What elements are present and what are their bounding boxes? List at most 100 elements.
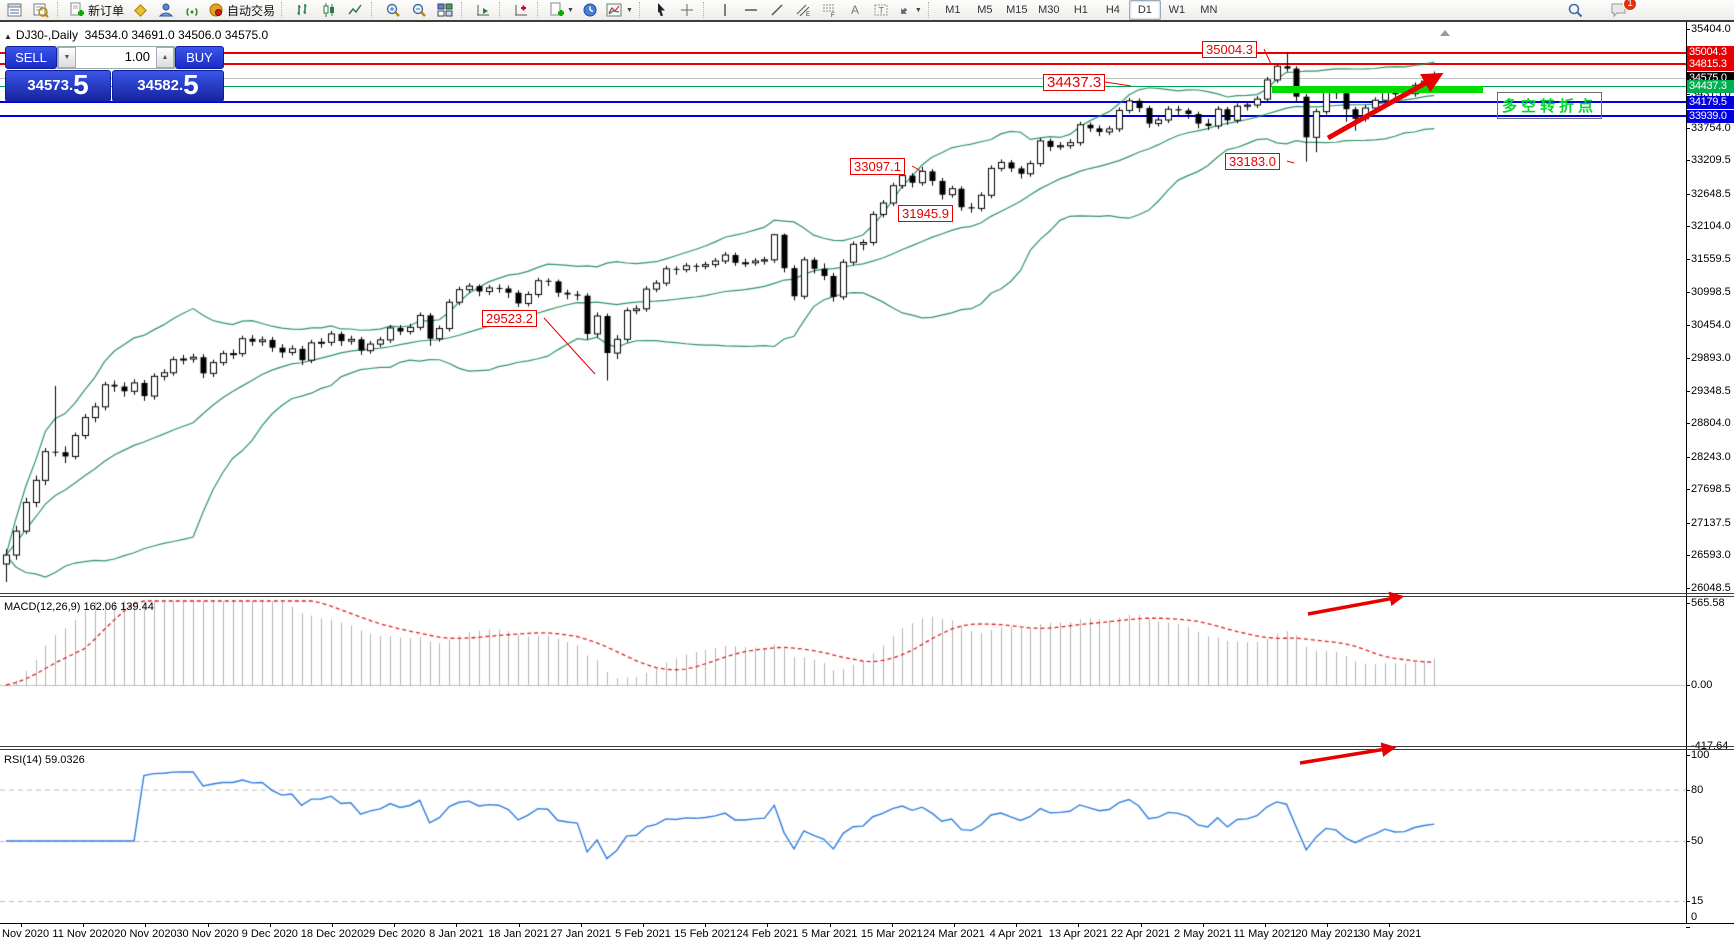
volume-value[interactable]: 1.00	[124, 49, 150, 64]
signal-icon	[186, 7, 198, 17]
pane-separator[interactable]	[0, 746, 1734, 747]
search-button[interactable]	[1562, 0, 1588, 20]
timeframe-d1-button[interactable]: D1	[1128, 0, 1161, 20]
bar-chart-button[interactable]	[290, 0, 316, 20]
volume-increment-button[interactable]: ▲	[156, 47, 174, 68]
auto-trading-label: 自动交易	[227, 3, 276, 18]
date-tick-mark	[1327, 923, 1329, 927]
timeframe-w1-button[interactable]: W1	[1168, 4, 1186, 16]
date-tick-mark	[829, 923, 831, 927]
vline-tool-button[interactable]	[712, 0, 738, 20]
price-tick-mark	[1686, 456, 1690, 458]
timeframe-h4-button[interactable]: H4	[1105, 4, 1120, 16]
volume-decrement-button[interactable]: ▼	[58, 47, 76, 68]
buy-button[interactable]: BUY	[175, 46, 224, 69]
sell-button[interactable]: SELL	[5, 46, 57, 69]
line-chart-button[interactable]	[342, 0, 368, 20]
date-tick-label: 9 Dec 2020	[241, 928, 298, 940]
timeframe-m5-button[interactable]: M5	[977, 4, 993, 16]
timeframe-m15-button[interactable]: M15	[1006, 4, 1028, 16]
support-zone-band[interactable]	[1272, 86, 1483, 93]
price-annotation-label[interactable]: 35004.3	[1202, 41, 1257, 58]
date-tick-mark	[332, 923, 333, 927]
date-tick-mark	[269, 923, 271, 927]
candle-chart-button[interactable]	[316, 0, 342, 20]
rsi-pane-surface[interactable]	[0, 751, 1686, 923]
price-tick-label: 32648.5	[1691, 187, 1731, 200]
price-tick-label: 31559.5	[1691, 252, 1731, 265]
market-watch-button[interactable]	[2, 0, 28, 20]
new-chart-icon	[550, 2, 565, 16]
buy-price-button[interactable]: 34582.5	[112, 70, 224, 102]
profiles-icon	[606, 3, 622, 17]
pane-separator[interactable]	[0, 593, 1734, 594]
crosshair-button[interactable]	[674, 0, 700, 20]
hline-tool-button[interactable]	[738, 0, 764, 20]
date-tick-label: 20 Nov 2020	[114, 928, 177, 940]
price-annotation-label[interactable]: 33097.1	[850, 158, 905, 175]
price-annotation-label[interactable]: 34437.3	[1043, 74, 1106, 91]
price-tick-mark	[1686, 358, 1690, 360]
chart-shift-marker-icon[interactable]	[1440, 30, 1450, 36]
zoom-out-icon	[412, 3, 426, 17]
price-annotation-label[interactable]: 31945.9	[898, 205, 953, 222]
turning-point-label[interactable]: 多空转折点	[1497, 92, 1603, 119]
text-tool-button[interactable]: A	[842, 0, 868, 20]
timeframe-m30-button[interactable]: M30	[1038, 4, 1060, 16]
chart-ohlc-values: 34534.0 34691.0 34506.0 34575.0	[84, 28, 269, 42]
price-tick-mark	[1686, 226, 1690, 228]
price-annotation-label[interactable]: 29523.2	[482, 310, 537, 327]
collapse-triangle-icon[interactable]: ▲	[4, 32, 12, 41]
rsi-tick-mark	[1686, 789, 1690, 791]
date-tick-label: 11 Nov 2020	[52, 928, 114, 940]
timeframe-mn-button[interactable]: MN	[1200, 4, 1218, 16]
date-tick-label: 27 Jan 2021	[550, 928, 612, 940]
rsi-axis-label: 100	[1691, 749, 1710, 762]
date-tick-mark	[456, 923, 458, 927]
price-tick-mark	[1686, 127, 1690, 129]
price-tick-mark	[1686, 390, 1690, 392]
signals-button[interactable]	[179, 0, 205, 20]
label-tool-button[interactable]: T	[868, 0, 894, 20]
cursor-button[interactable]	[648, 0, 674, 20]
new-order-button[interactable]: 新订单	[66, 0, 127, 20]
auto-trading-button[interactable]: 自动交易	[205, 0, 278, 20]
svg-text:A: A	[851, 3, 859, 17]
channel-tool-button[interactable]: E	[790, 0, 816, 20]
zoom-out-button[interactable]	[406, 0, 432, 20]
timeframe-m1-button[interactable]: M1	[945, 4, 961, 16]
search-icon	[1568, 3, 1582, 17]
date-tick-mark	[1389, 923, 1391, 927]
toolbar-separator	[537, 2, 543, 18]
new-chart-button[interactable]: ▼	[546, 0, 577, 20]
macd-pane-surface[interactable]	[0, 598, 1686, 746]
time-axis-line	[0, 923, 1734, 924]
price-tick-label: 28243.0	[1691, 450, 1731, 463]
auto-scroll-icon	[477, 5, 490, 16]
auto-trading-icon	[209, 3, 223, 17]
date-tick-label: 18 Dec 2020	[300, 928, 364, 940]
pane-separator	[0, 749, 1734, 750]
date-tick-mark	[643, 923, 644, 927]
data-window-icon	[33, 3, 49, 18]
auto-scroll-button[interactable]	[470, 0, 496, 20]
timeframe-h1-button[interactable]: H1	[1073, 4, 1088, 16]
period-button[interactable]	[577, 0, 603, 20]
chart-shift-button[interactable]	[508, 0, 534, 20]
main-chart-surface[interactable]	[0, 22, 1686, 593]
arrows-tool-button[interactable]: ▼	[894, 0, 925, 20]
price-tick-mark	[1686, 522, 1690, 524]
date-tick-mark	[83, 923, 85, 927]
tile-windows-button[interactable]	[432, 0, 458, 20]
profiles-button[interactable]: ▼	[603, 0, 636, 20]
sell-price-button[interactable]: 34573.5	[5, 70, 111, 102]
community-button[interactable]	[153, 0, 179, 20]
price-annotation-label[interactable]: 33183.0	[1225, 153, 1280, 170]
trendline-tool-button[interactable]	[764, 0, 790, 20]
date-tick-mark	[518, 923, 520, 927]
zoom-in-button[interactable]	[380, 0, 406, 20]
notifications-button[interactable]: 1	[1606, 0, 1637, 20]
metaeditor-button[interactable]	[127, 0, 153, 20]
data-window-button[interactable]	[28, 0, 54, 20]
fibonacci-tool-button[interactable]: F	[816, 0, 842, 20]
